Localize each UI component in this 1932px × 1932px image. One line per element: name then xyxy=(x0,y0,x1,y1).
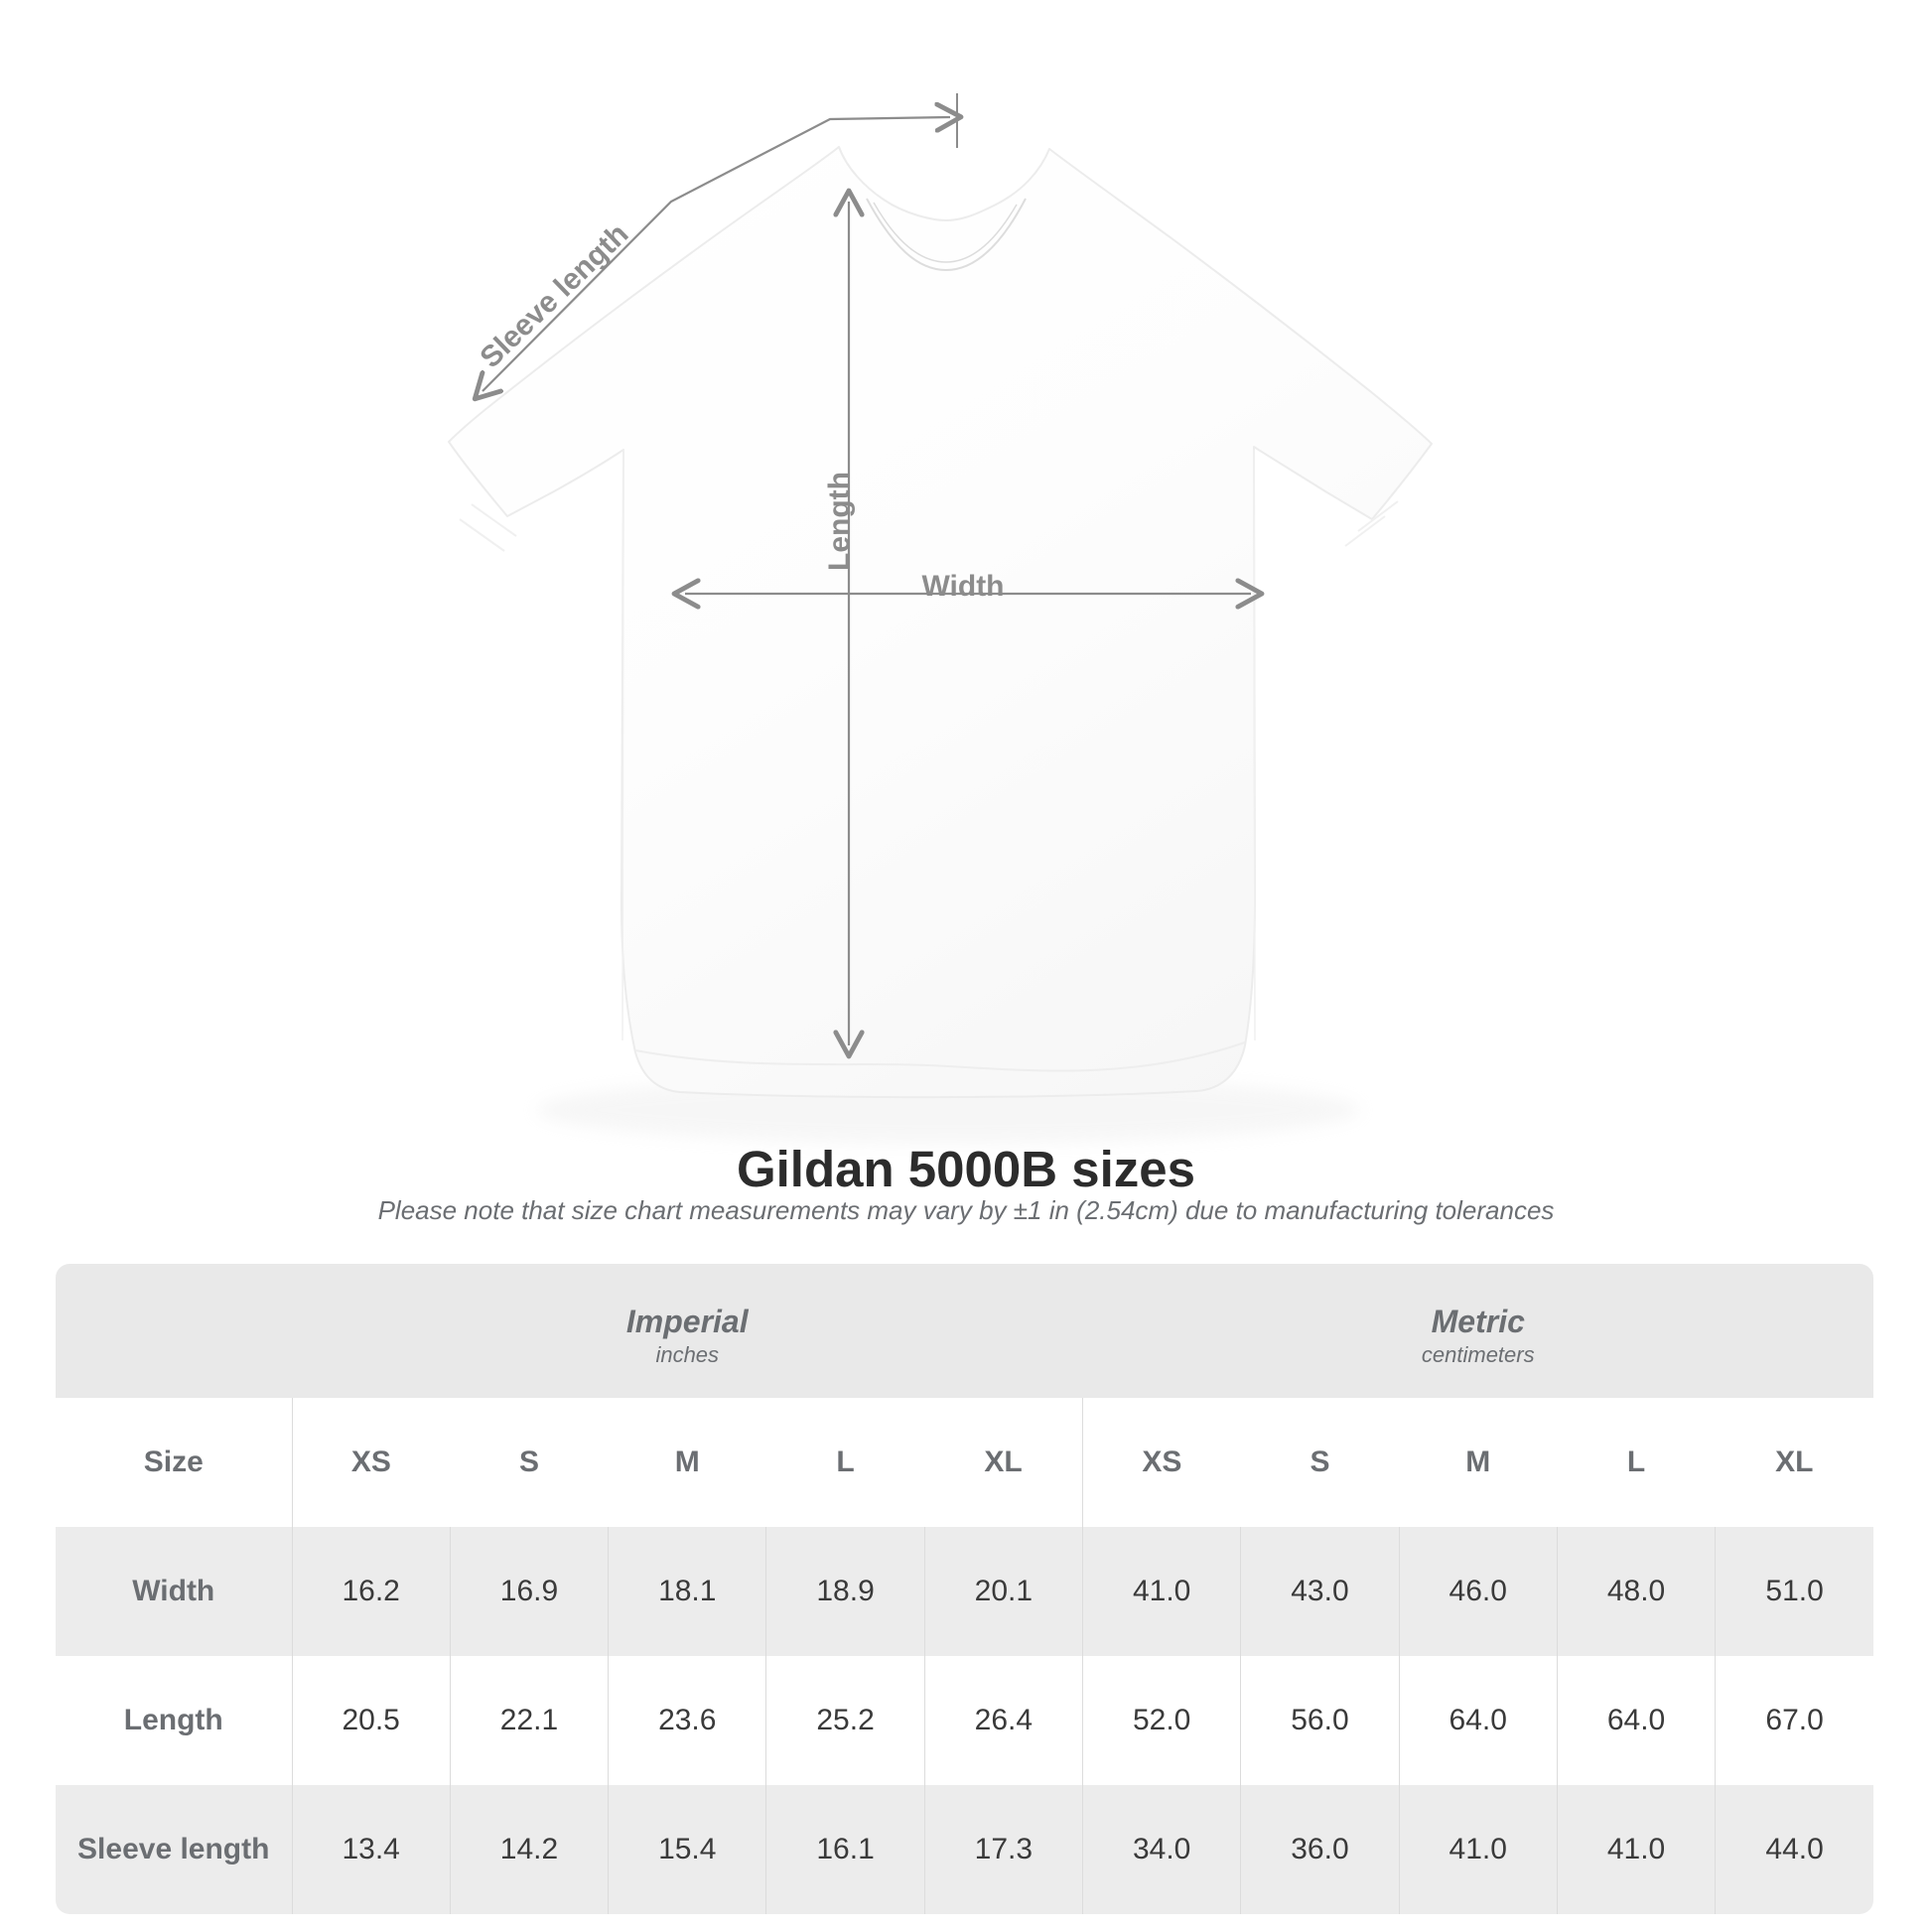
svg-text:Width: Width xyxy=(921,570,1004,603)
svg-text:Length: Length xyxy=(823,472,856,571)
